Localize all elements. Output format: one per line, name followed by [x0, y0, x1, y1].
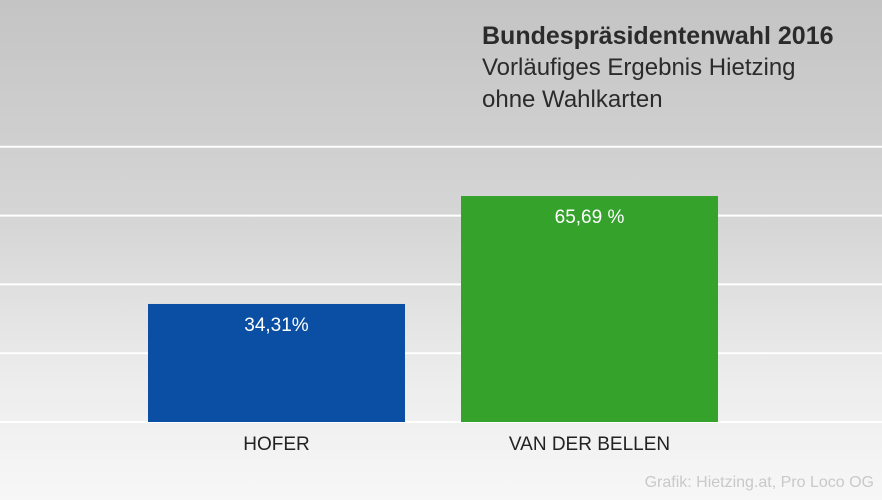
chart-subtitle-line-2: ohne Wahlkarten	[482, 86, 663, 113]
bar-van-der-bellen	[461, 196, 718, 422]
value-label-hofer: 34,31%	[244, 315, 309, 336]
chart-heading: Bundespräsidentenwahl 2016 Vorläufiges E…	[482, 20, 834, 116]
bar-hofer	[148, 303, 405, 422]
value-label-van-der-bellen: 65,69 %	[555, 207, 625, 228]
category-label-hofer: HOFER	[243, 434, 310, 455]
chart-credit: Grafik: Hietzing.at, Pro Loco OG	[644, 474, 874, 491]
chart-title: Bundespräsidentenwahl 2016	[482, 22, 834, 50]
category-label-van-der-bellen: VAN DER BELLEN	[508, 434, 671, 455]
gridlines	[0, 145, 882, 423]
chart-subtitle-line-1: Vorläufiges Ergebnis Hietzing	[482, 54, 796, 81]
bars: 34,31% 65,69 %	[148, 196, 718, 422]
